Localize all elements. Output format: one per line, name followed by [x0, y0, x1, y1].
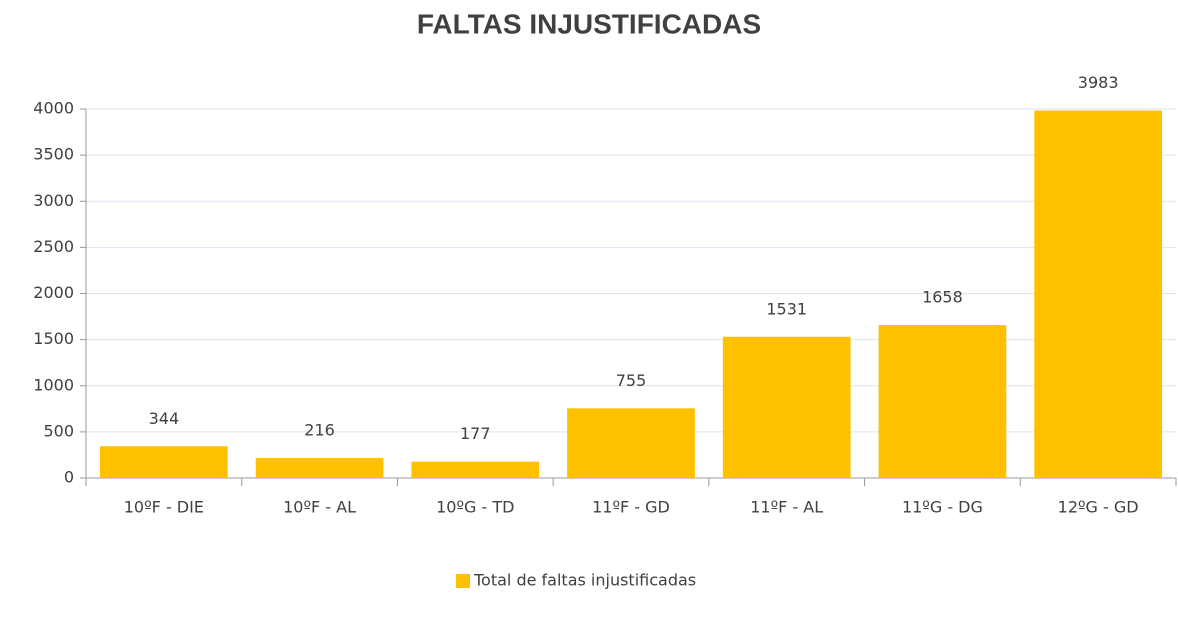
- data-label: 3983: [1078, 73, 1119, 92]
- data-label: 177: [460, 424, 491, 443]
- data-label: 216: [304, 421, 335, 440]
- y-tick-label: 2000: [33, 283, 74, 302]
- x-tick-label: 11ºF - GD: [592, 498, 670, 517]
- y-tick-label: 2500: [33, 237, 74, 256]
- data-label: 344: [149, 409, 180, 428]
- legend-swatch: [456, 574, 470, 588]
- bar: [100, 446, 228, 478]
- y-tick-label: 3500: [33, 145, 74, 164]
- data-label: 1658: [922, 288, 963, 307]
- x-tick-label: 10ºF - AL: [283, 498, 356, 517]
- x-tick-label: 12ºG - GD: [1058, 498, 1139, 517]
- chart-title: FALTAS INJUSTIFICADAS: [417, 8, 761, 39]
- bar: [878, 325, 1007, 478]
- bar: [255, 458, 384, 478]
- y-tick-label: 0: [64, 468, 74, 487]
- y-tick-label: 1500: [33, 329, 74, 348]
- bar: [567, 408, 695, 478]
- legend-label: Total de faltas injustificadas: [473, 571, 696, 590]
- data-label: 1531: [766, 299, 807, 318]
- y-tick-label: 1000: [33, 375, 74, 394]
- data-label: 755: [616, 371, 647, 390]
- bar: [411, 461, 540, 478]
- y-tick-label: 3000: [33, 191, 74, 210]
- y-tick-label: 4000: [33, 99, 74, 118]
- x-tick-label: 11ºF - AL: [750, 498, 823, 517]
- bar: [1034, 110, 1162, 479]
- bar: [722, 336, 851, 478]
- y-tick-label: 500: [43, 421, 74, 440]
- x-tick-label: 10ºF - DIE: [124, 498, 204, 517]
- x-tick-label: 11ºG - DG: [902, 498, 983, 517]
- x-tick-label: 10ºG - TD: [436, 498, 514, 517]
